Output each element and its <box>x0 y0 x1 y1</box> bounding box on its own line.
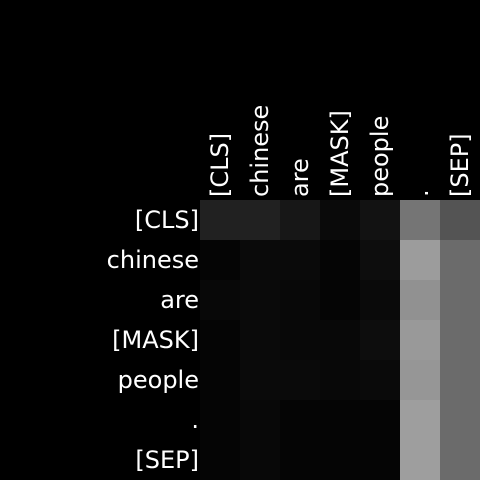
heatmap-cell <box>440 360 480 400</box>
heatmap-cell <box>200 280 240 320</box>
heatmap-cell <box>440 200 480 240</box>
heatmap-cell <box>320 400 360 440</box>
heatmap-cell <box>200 440 240 480</box>
y-tick-labels: [CLS] chinese are [MASK] people. [SEP] <box>107 206 199 474</box>
heatmap-cell <box>400 440 440 480</box>
x-tick-labels: [CLS] chinese are [MASK] people. [SEP] <box>206 105 474 197</box>
heatmap-cell <box>280 280 320 320</box>
heatmap-cell <box>200 240 240 280</box>
heatmap-cell <box>320 360 360 400</box>
heatmap-cell <box>280 320 320 360</box>
heatmap-cell <box>360 400 400 440</box>
heatmap-cell <box>360 240 400 280</box>
heatmap-cell <box>240 320 280 360</box>
x-tick-label: [CLS] <box>206 133 234 197</box>
heatmap-cell <box>440 280 480 320</box>
heatmap-cell <box>320 200 360 240</box>
x-tick-label: [MASK] <box>326 110 354 197</box>
heatmap-cell <box>280 440 320 480</box>
y-tick-label: . <box>191 406 199 434</box>
heatmap-cell <box>400 200 440 240</box>
y-tick-label: people <box>118 366 199 394</box>
heatmap-cell <box>200 200 240 240</box>
heatmap-cell <box>200 320 240 360</box>
heatmap-cell <box>320 440 360 480</box>
y-tick-label: are <box>160 286 199 314</box>
x-tick-label: chinese <box>246 105 274 197</box>
heatmap-cell <box>200 360 240 400</box>
heatmap-cell <box>320 320 360 360</box>
heatmap-cell <box>440 240 480 280</box>
heatmap-cell <box>280 200 320 240</box>
y-tick-label: chinese <box>107 246 199 274</box>
heatmap-cell <box>360 200 400 240</box>
heatmap-cell <box>360 320 400 360</box>
heatmap-cell <box>240 360 280 400</box>
heatmap-cell <box>360 440 400 480</box>
y-tick-label: [MASK] <box>112 326 199 354</box>
heatmap-cell <box>240 440 280 480</box>
heatmap-cell <box>240 240 280 280</box>
heatmap-cell <box>240 200 280 240</box>
heatmap-cell <box>400 400 440 440</box>
heatmap-cell <box>400 320 440 360</box>
heatmap-cell <box>400 360 440 400</box>
heatmap-cell <box>440 320 480 360</box>
heatmap-cell <box>320 280 360 320</box>
heatmap-cell <box>400 240 440 280</box>
heatmap-cell <box>360 280 400 320</box>
heatmap-cells <box>200 200 480 480</box>
heatmap-cell <box>280 400 320 440</box>
heatmap-cell <box>200 400 240 440</box>
x-tick-label: are <box>286 158 314 197</box>
y-tick-label: [CLS] <box>135 206 199 234</box>
heatmap-cell <box>440 440 480 480</box>
heatmap-cell <box>240 400 280 440</box>
heatmap-cell <box>320 240 360 280</box>
x-tick-label: [SEP] <box>446 133 474 197</box>
heatmap-cell <box>360 360 400 400</box>
heatmap-cell <box>280 240 320 280</box>
y-tick-label: [SEP] <box>135 446 199 474</box>
heatmap-cell <box>240 280 280 320</box>
x-tick-label: people <box>366 116 394 197</box>
heatmap-cell <box>400 280 440 320</box>
heatmap-cell <box>280 360 320 400</box>
heatmap-cell <box>440 400 480 440</box>
x-tick-label: . <box>406 189 434 197</box>
